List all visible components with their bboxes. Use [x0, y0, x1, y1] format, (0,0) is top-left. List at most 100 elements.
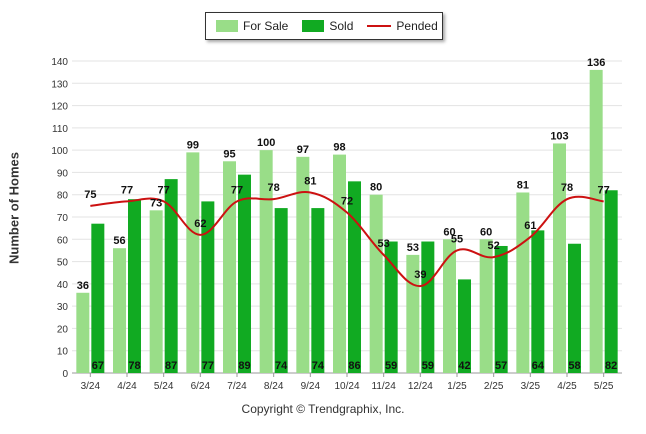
series-line-pended	[90, 191, 604, 288]
bar-for-sale	[479, 239, 493, 373]
bar-for-sale	[223, 161, 236, 373]
data-label-for-sale: 36	[77, 280, 89, 292]
y-tick-label: 60	[57, 235, 69, 246]
data-label-pended: 78	[561, 182, 573, 194]
y-tick-label: 110	[52, 124, 68, 135]
y-axis-title-text: Number of Homes	[6, 152, 22, 264]
y-tick-label: 40	[57, 280, 69, 291]
data-label-for-sale: 97	[297, 144, 309, 156]
x-tick-label: 3/25	[521, 381, 541, 392]
data-label-for-sale: 98	[333, 142, 345, 154]
data-label-pended: 53	[378, 238, 390, 250]
data-label-pended: 62	[194, 218, 206, 230]
y-tick-label: 0	[62, 369, 68, 380]
data-label-for-sale: 73	[150, 197, 162, 209]
x-tick-label: 9/24	[301, 381, 321, 392]
bar-sold	[274, 208, 288, 373]
data-label-pended: 52	[488, 240, 500, 252]
data-label-sold: 74	[312, 360, 325, 372]
y-tick-label: 100	[51, 146, 68, 157]
bar-for-sale	[76, 292, 90, 373]
data-label-for-sale: 60	[480, 226, 492, 238]
data-label-pended: 77	[121, 184, 133, 196]
data-label-for-sale: 95	[223, 148, 235, 160]
data-label-sold: 77	[202, 360, 214, 372]
bar-sold	[238, 174, 251, 373]
bar-sold	[348, 181, 361, 373]
data-label-sold: 89	[238, 360, 250, 372]
data-label-for-sale: 103	[550, 130, 568, 142]
x-tick-label: 5/24	[154, 381, 174, 392]
data-label-sold: 87	[165, 360, 177, 372]
legend-item-pended: Pended	[367, 19, 438, 33]
bar-sold	[604, 190, 618, 373]
x-tick-label: 12/24	[408, 381, 433, 392]
data-label-sold: 67	[92, 360, 104, 372]
bar-sold	[531, 230, 545, 373]
data-label-pended: 75	[84, 189, 96, 201]
y-axis-title: Number of Homes	[4, 108, 24, 308]
data-label-sold: 74	[275, 360, 288, 372]
x-tick-label: 10/24	[334, 381, 359, 392]
bar-sold	[91, 223, 105, 373]
data-label-sold: 58	[568, 360, 580, 372]
bar-for-sale	[369, 194, 383, 373]
data-label-for-sale: 53	[407, 242, 419, 254]
bar-sold	[568, 243, 581, 373]
x-tick-label: 8/24	[264, 381, 284, 392]
data-label-sold: 57	[495, 360, 507, 372]
x-tick-label: 2/25	[484, 381, 504, 392]
legend: For Sale Sold Pended	[205, 12, 443, 40]
sold-swatch	[302, 20, 325, 32]
x-tick-label: 3/24	[81, 381, 101, 392]
data-label-pended: 72	[341, 196, 353, 208]
data-label-for-sale: 136	[587, 57, 605, 69]
data-label-pended: 77	[158, 184, 170, 196]
data-label-sold: 64	[532, 360, 545, 372]
bar-sold	[164, 179, 178, 373]
data-label-pended: 61	[524, 220, 536, 232]
data-label-pended: 77	[598, 184, 610, 196]
data-label-sold: 82	[605, 360, 617, 372]
legend-item-sold: Sold	[302, 19, 353, 33]
x-tick-label: 11/24	[372, 381, 397, 392]
bar-for-sale	[296, 156, 310, 373]
x-tick-label: 7/24	[227, 381, 247, 392]
legend-label-sold: Sold	[329, 19, 354, 33]
legend-label-pended: Pended	[396, 19, 438, 33]
bar-sold	[201, 201, 215, 373]
data-label-sold: 59	[385, 360, 397, 372]
data-label-sold: 86	[348, 360, 360, 372]
bar-for-sale	[259, 150, 273, 373]
x-tick-label: 6/24	[191, 381, 211, 392]
data-label-for-sale: 100	[257, 137, 275, 149]
data-label-sold: 78	[128, 360, 140, 372]
x-tick-label: 5/25	[594, 381, 614, 392]
x-tick-label: 1/25	[447, 381, 467, 392]
y-tick-label: 80	[57, 191, 69, 202]
bar-for-sale	[186, 152, 200, 373]
y-tick-label: 20	[57, 324, 69, 335]
bar-for-sale	[516, 192, 530, 373]
data-label-for-sale: 56	[113, 235, 125, 247]
y-tick-label: 140	[51, 57, 68, 68]
y-tick-label: 90	[57, 168, 69, 179]
y-tick-label: 30	[57, 302, 69, 313]
bar-sold	[494, 245, 508, 373]
bar-for-sale	[149, 210, 163, 373]
bar-sold	[458, 279, 471, 373]
data-label-for-sale: 81	[517, 179, 529, 191]
y-tick-label: 50	[57, 258, 69, 269]
data-label-pended: 78	[268, 182, 280, 194]
bar-sold	[311, 208, 325, 373]
data-label-pended: 39	[414, 269, 426, 281]
bar-sold	[421, 241, 435, 373]
y-tick-label: 10	[57, 347, 69, 358]
bar-for-sale	[333, 154, 346, 373]
data-label-for-sale: 80	[370, 182, 382, 194]
for-sale-swatch	[216, 20, 238, 32]
x-tick-label: 4/24	[117, 381, 137, 392]
data-label-sold: 59	[422, 360, 434, 372]
bar-sold	[128, 199, 141, 373]
